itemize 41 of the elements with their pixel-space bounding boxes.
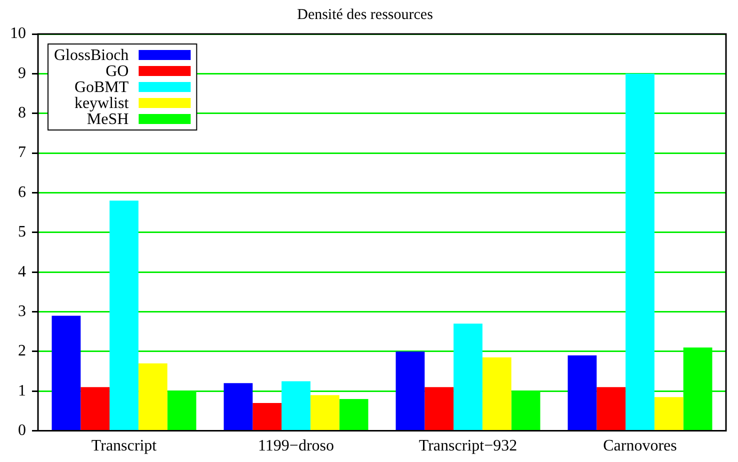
bar [339, 399, 368, 430]
bar [167, 391, 196, 430]
legend-label: GoBMT [74, 79, 129, 96]
legend-label: GlossBioch [54, 47, 129, 64]
y-tick-label: 7 [18, 144, 26, 162]
y-tick-label: 3 [18, 302, 26, 320]
y-tick-label: 6 [18, 184, 26, 201]
bar [310, 395, 340, 430]
bar [110, 200, 138, 430]
y-tick-label: 10 [10, 25, 26, 42]
bar [511, 391, 540, 430]
y-tick-label: 5 [18, 224, 26, 241]
x-tick-label: Transcript [91, 438, 158, 455]
bar [424, 387, 454, 430]
bar [482, 357, 512, 430]
y-tick-label: 2 [18, 342, 26, 360]
bar [568, 355, 597, 430]
y-tick-label: 9 [18, 64, 26, 82]
bar [626, 74, 654, 430]
bar [596, 387, 626, 430]
bar [80, 387, 110, 430]
bar [454, 324, 482, 430]
bar [396, 351, 425, 430]
bar [252, 403, 282, 430]
y-tick-label: 1 [18, 382, 26, 400]
bar [52, 316, 81, 430]
y-tick-label: 0 [18, 422, 26, 440]
bar [138, 363, 168, 430]
legend-label: keywlist [74, 95, 130, 112]
bar [224, 383, 253, 430]
bar [282, 381, 310, 430]
x-tick-label: Carnovores [603, 438, 677, 455]
y-tick-label: 8 [18, 104, 26, 122]
legend-label: MeSH [86, 111, 130, 128]
chart-title: Densité des ressources [297, 6, 434, 23]
bar [654, 397, 684, 430]
y-tick-label: 4 [18, 263, 26, 280]
legend-label: GO [106, 63, 129, 80]
bar [683, 347, 712, 430]
x-tick-label: Transcript−932 [418, 438, 518, 455]
x-tick-label: 1199−droso [258, 438, 334, 455]
